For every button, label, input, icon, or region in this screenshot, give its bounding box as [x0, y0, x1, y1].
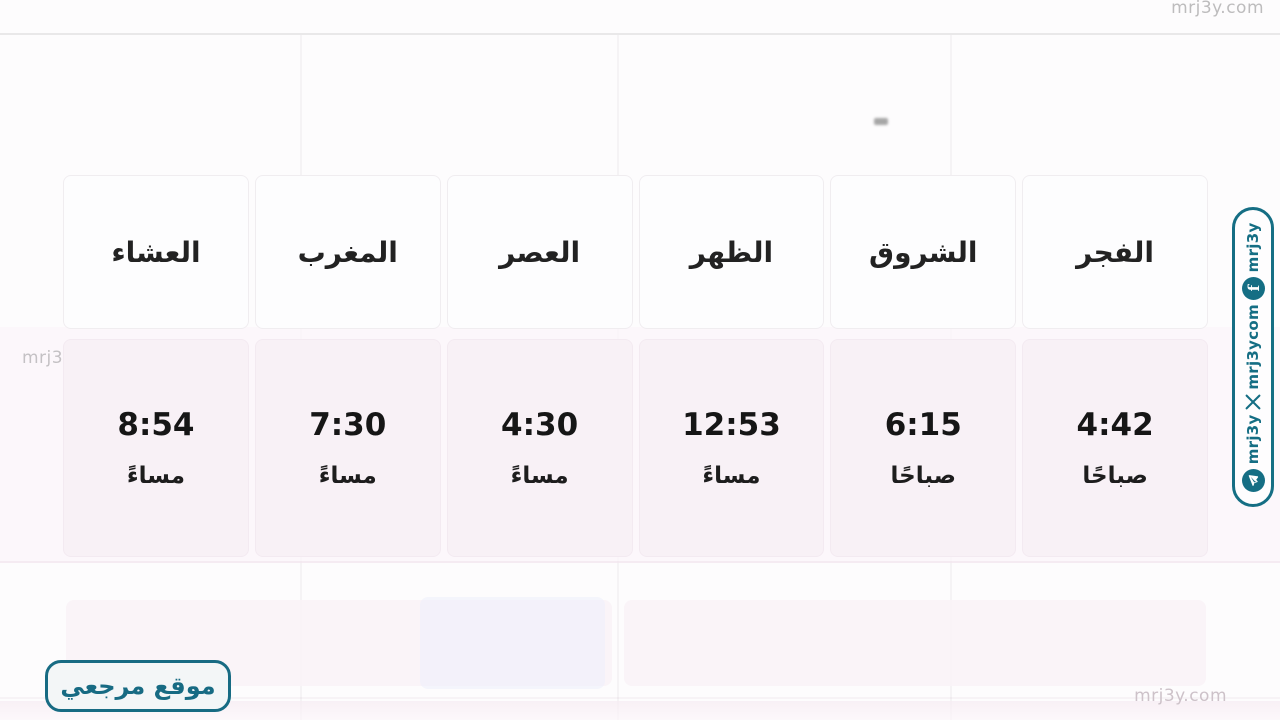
x-twitter-handle[interactable]: mrj3ycom — [1244, 304, 1262, 390]
time-period: مساءً — [510, 463, 569, 489]
x-twitter-icon[interactable] — [1245, 394, 1261, 410]
time-value: 6:15 — [884, 407, 962, 443]
time-value: 4:42 — [1076, 407, 1154, 443]
reference-site-button[interactable]: موقع مرجعي — [45, 660, 231, 712]
time-period: صباحًا — [890, 463, 956, 489]
facebook-icon[interactable]: f — [1241, 276, 1265, 300]
prayer-times-table: الفجر الشروق الظهر العصر المغرب العشاء 4… — [63, 175, 1208, 557]
faint-divider — [0, 561, 1280, 563]
telegram-handle[interactable]: mrj3y — [1244, 414, 1262, 465]
watermark-top-right: mrj3y.com — [1171, 0, 1264, 18]
header-cell-isha: العشاء — [63, 175, 249, 329]
telegram-icon[interactable] — [1241, 468, 1265, 492]
table-header-row: الفجر الشروق الظهر العصر المغرب العشاء — [63, 175, 1208, 329]
social-handles-badge[interactable]: mrj3y mrj3ycom f mrj3y — [1232, 207, 1274, 507]
time-period: مساءً — [126, 463, 185, 489]
next-row-hint-block — [420, 597, 605, 689]
time-value: 8:54 — [117, 407, 195, 443]
time-cell-asr: 4:30 مساءً — [446, 339, 633, 557]
time-value: 12:53 — [682, 407, 781, 443]
header-cell-maghrib: المغرب — [254, 175, 441, 329]
header-cell-asr: العصر — [446, 175, 633, 329]
table-data-row: 4:42 صباحًا 6:15 صباحًا 12:53 مساءً 4:30… — [63, 339, 1208, 557]
faint-divider — [0, 697, 1280, 699]
time-cell-maghrib: 7:30 مساءً — [254, 339, 441, 557]
facebook-handle[interactable]: mrj3y — [1244, 222, 1262, 273]
time-value: 4:30 — [501, 407, 579, 443]
time-value: 7:30 — [309, 407, 387, 443]
time-cell-shurooq: 6:15 صباحًا — [830, 339, 1017, 557]
header-cell-dhuhr: الظهر — [638, 175, 825, 329]
top-divider-line — [0, 33, 1280, 35]
next-row-hint-block — [624, 600, 1206, 686]
time-period: مساءً — [702, 463, 761, 489]
bottom-strip — [0, 701, 1280, 720]
time-cell-dhuhr: 12:53 مساءً — [638, 339, 825, 557]
header-cell-fajr: الفجر — [1022, 175, 1208, 329]
time-cell-isha: 8:54 مساءً — [63, 339, 249, 557]
header-cell-shurooq: الشروق — [830, 175, 1017, 329]
watermark-bottom-right: mrj3y.com — [1134, 686, 1227, 706]
time-period: مساءً — [318, 463, 377, 489]
time-period: صباحًا — [1082, 463, 1148, 489]
time-cell-fajr: 4:42 صباحًا — [1022, 339, 1208, 557]
blurred-text-artifact — [874, 118, 888, 125]
